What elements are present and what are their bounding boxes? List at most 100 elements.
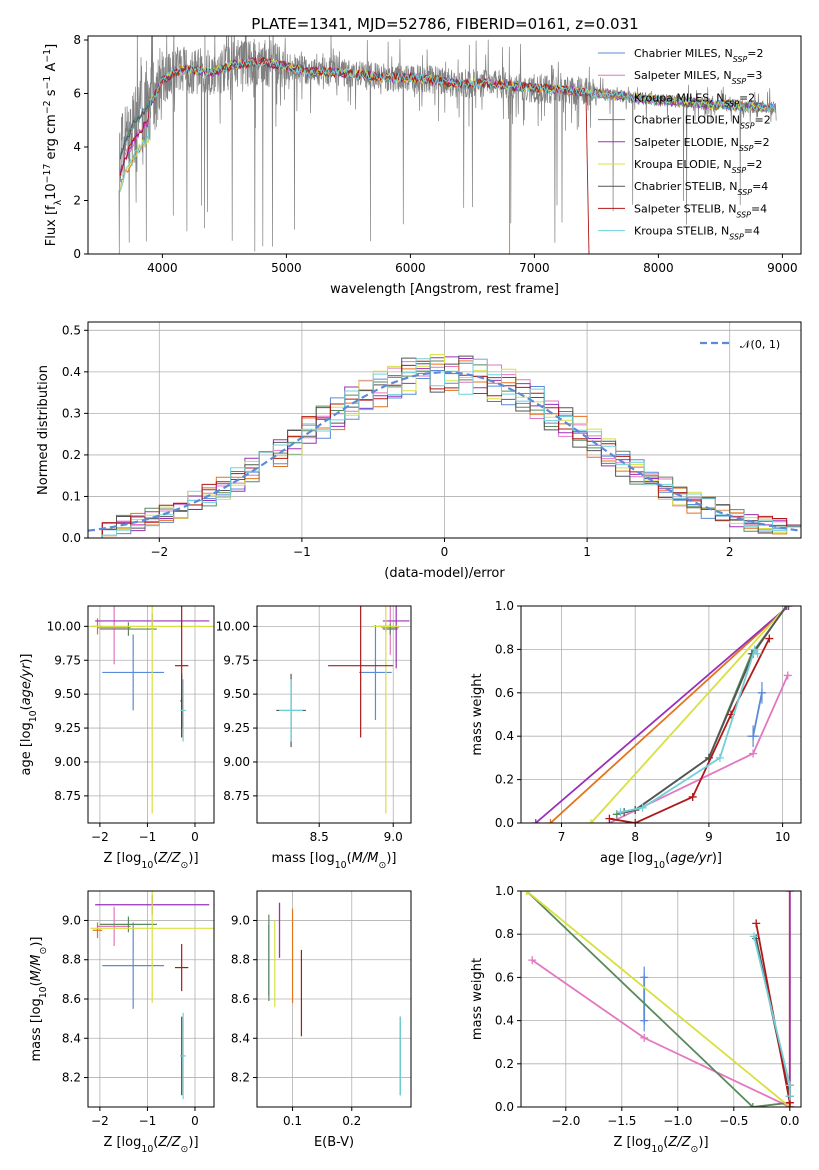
weight-series-7	[620, 606, 791, 817]
label-part: ⊙	[181, 1144, 189, 1155]
y-tick-label: 1.0	[495, 599, 514, 613]
x-tick-label: 0	[191, 1114, 199, 1128]
y-tick-label: 1.0	[495, 884, 514, 898]
weight-series-1	[747, 681, 766, 748]
weight-series-9	[616, 645, 762, 817]
weight-marker	[748, 1103, 757, 1107]
weight-series-1	[640, 966, 649, 1032]
label-part: 10	[28, 710, 39, 722]
axes-border	[87, 605, 215, 824]
weight-marker	[688, 792, 697, 801]
plot-area	[522, 891, 794, 1107]
x-tick-label: 8	[631, 830, 639, 844]
x-tick-label: −2	[150, 545, 168, 559]
label-part: =3	[746, 69, 762, 82]
y-axis-label: mass weight	[470, 958, 485, 1040]
errorbar-point-5	[382, 606, 410, 669]
label-part: SSP	[732, 166, 747, 175]
label-part: =4	[752, 180, 768, 193]
label-part: Salpeter STELIB, N	[634, 202, 736, 215]
y-tick-label: 4	[73, 140, 81, 154]
plot-area	[118, 36, 777, 254]
errorbar-point-8	[328, 606, 394, 738]
weight-marker	[785, 1081, 794, 1090]
weight-marker	[753, 649, 762, 658]
label-part: Z [log	[613, 1135, 651, 1150]
y-axis-label: Normed distribution	[36, 365, 51, 495]
x-tick-label: 1	[583, 545, 591, 559]
y-tick-label: 8.75	[54, 789, 81, 803]
label-part: =2	[739, 91, 755, 104]
errorbar-point-9	[180, 1012, 186, 1100]
label-part: (	[153, 851, 158, 866]
label-part: )]	[698, 1135, 708, 1150]
weight-line	[609, 638, 771, 823]
x-axis-label: age [log10(age/yr)]	[600, 851, 722, 871]
label-part: age [log	[19, 722, 34, 775]
plot-area	[90, 606, 214, 814]
weight-marker	[752, 919, 761, 928]
legend-entry: Chabrier STELIB, NSSP=4	[634, 180, 768, 197]
x-tick-label: 5000	[271, 261, 302, 275]
label-part: )]	[386, 851, 396, 866]
errorbar-point-6	[90, 606, 214, 814]
y-tick-label: 0.3	[62, 406, 81, 420]
weight-marker	[605, 814, 614, 823]
y-tick-label: 8.4	[62, 1031, 81, 1045]
y-tick-label: 9.75	[223, 653, 250, 667]
observed-spectrum	[118, 36, 777, 254]
label-part: 10	[335, 860, 347, 871]
y-tick-label: 0.0	[495, 816, 514, 830]
y-tick-label: 0.4	[62, 365, 81, 379]
x-tick-label: 0.0	[780, 1114, 799, 1128]
errorbar-point-9	[180, 679, 186, 742]
weight-marker	[749, 749, 758, 758]
label-part: (	[347, 851, 352, 866]
x-tick-label: 8000	[643, 261, 674, 275]
label-part: 10	[141, 860, 153, 871]
axes-border	[256, 605, 412, 824]
weight-line	[752, 692, 763, 737]
panel-mass_vs_Z: −2 −1 08.28.48.68.89.0Z [log10(Z/Z⊙)]mass …	[29, 890, 215, 1155]
label-part: −17	[42, 164, 53, 184]
y-tick-label: 9.0	[231, 913, 250, 927]
errorbar-point-1	[359, 624, 392, 720]
label-part: −2	[42, 100, 53, 114]
y-tick-label: 0.4	[495, 729, 514, 743]
panel-spectrum: 4000 5000 6000 7000 8000 9000 0 2 4 6 8 wavelength …	[42, 33, 802, 297]
weight-series-6	[587, 606, 791, 823]
x-axis-label: (data-model)/error	[384, 566, 505, 581]
x-tick-label: 9.0	[384, 830, 403, 844]
y-tick-label: 0.2	[495, 1057, 514, 1071]
y-tick-label: 9.00	[54, 755, 81, 769]
x-tick-label: 7	[558, 830, 566, 844]
x-tick-label: −0.5	[719, 1114, 748, 1128]
x-axis-label: wavelength [Angstrom, rest frame]	[330, 282, 559, 297]
y-tick-label: 8.4	[231, 1031, 250, 1045]
plot-area	[268, 902, 401, 1096]
y-tick-label: 0.0	[495, 1100, 514, 1114]
label-part: =2	[746, 158, 762, 171]
label-part: M/M	[352, 851, 379, 866]
y-tick-label: 8.8	[62, 953, 81, 967]
plot-area	[531, 606, 793, 823]
y-tick-label: 10.00	[47, 619, 81, 633]
label-part: Z [log	[103, 1135, 141, 1150]
x-axis-label: Z [log10(Z/Z⊙)]	[103, 851, 198, 871]
weight-marker	[782, 606, 791, 610]
y-axis-label: age [log10(age/yr)]	[19, 653, 39, 775]
label-part: SSP	[739, 143, 754, 152]
label-part: SSP	[724, 99, 739, 108]
y-tick-label: 0.2	[495, 773, 514, 787]
weight-marker	[587, 819, 595, 823]
label-part: Kroupa STELIB, N	[634, 225, 729, 238]
panel-age_vs_mass: 8.5 9.0 8.75 9.00 9.25 9.50 9.75 10.00 mass [log…	[216, 605, 412, 871]
label-part: 10	[141, 1144, 153, 1155]
weight-marker	[785, 1103, 794, 1107]
errorbar-point-4	[382, 623, 398, 635]
x-tick-label: −1	[139, 1114, 157, 1128]
weight-marker	[631, 819, 640, 823]
